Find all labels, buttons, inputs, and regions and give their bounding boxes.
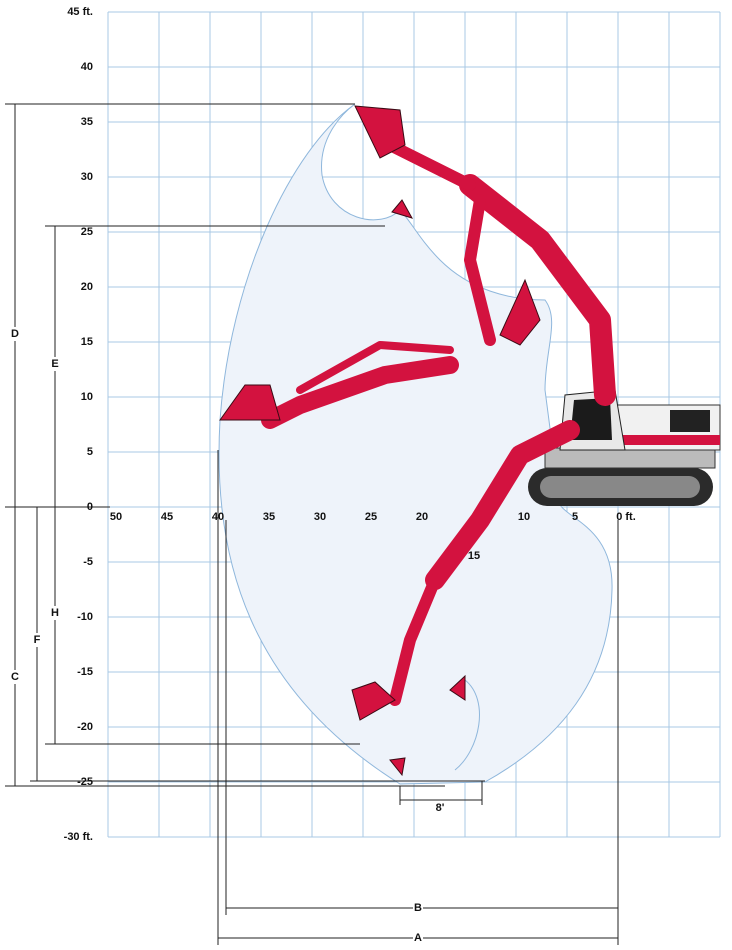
dimension-label: D (11, 328, 19, 340)
dimension-label: E (51, 358, 58, 370)
x-label: 20 (416, 511, 428, 523)
label-bg (50, 357, 60, 371)
labels: 45 ft.4035302520151050-5-10-15-20-25-30 … (10, 6, 636, 945)
y-label: -15 (77, 666, 93, 678)
y-label: 5 (87, 446, 93, 458)
label-bg (413, 901, 423, 915)
y-label: -5 (83, 556, 93, 568)
dimension-label: A (414, 932, 422, 944)
swing-label: 15 (468, 550, 480, 562)
x-label: 45 (161, 511, 173, 523)
x-label: 5 (572, 511, 578, 523)
bucket-width-label: 8' (436, 802, 445, 814)
label-bg (413, 931, 423, 945)
y-label: -10 (77, 611, 93, 623)
y-label: 20 (81, 281, 93, 293)
dimension-label: B (414, 902, 422, 914)
x-label: 30 (314, 511, 326, 523)
reach-envelope (218, 103, 613, 785)
y-label: 30 (81, 171, 93, 183)
label-bg (10, 670, 20, 684)
y-label: 25 (81, 226, 93, 238)
excavator (219, 105, 721, 777)
y-label: 40 (81, 61, 93, 73)
y-label: -30 ft. (64, 831, 93, 843)
y-label: -20 (77, 721, 93, 733)
y-label: 45 ft. (67, 6, 93, 18)
x-label: 50 (110, 511, 122, 523)
y-label: 35 (81, 116, 93, 128)
x-label: 0 ft. (616, 511, 636, 523)
dimension-label: F (34, 634, 41, 646)
y-label: 15 (81, 336, 93, 348)
label-bg (32, 633, 42, 647)
y-label: 10 (81, 391, 93, 403)
label-bg (50, 606, 60, 620)
x-label: 25 (365, 511, 377, 523)
x-label: 35 (263, 511, 275, 523)
dimension-label: H (51, 607, 59, 619)
label-bg (10, 327, 20, 341)
y-label: -25 (77, 776, 93, 788)
inner-envelope (454, 679, 480, 771)
x-label: 10 (518, 511, 530, 523)
x-label: 40 (212, 511, 224, 523)
dimension-label: C (11, 671, 19, 683)
y-label: 0 (87, 501, 93, 513)
